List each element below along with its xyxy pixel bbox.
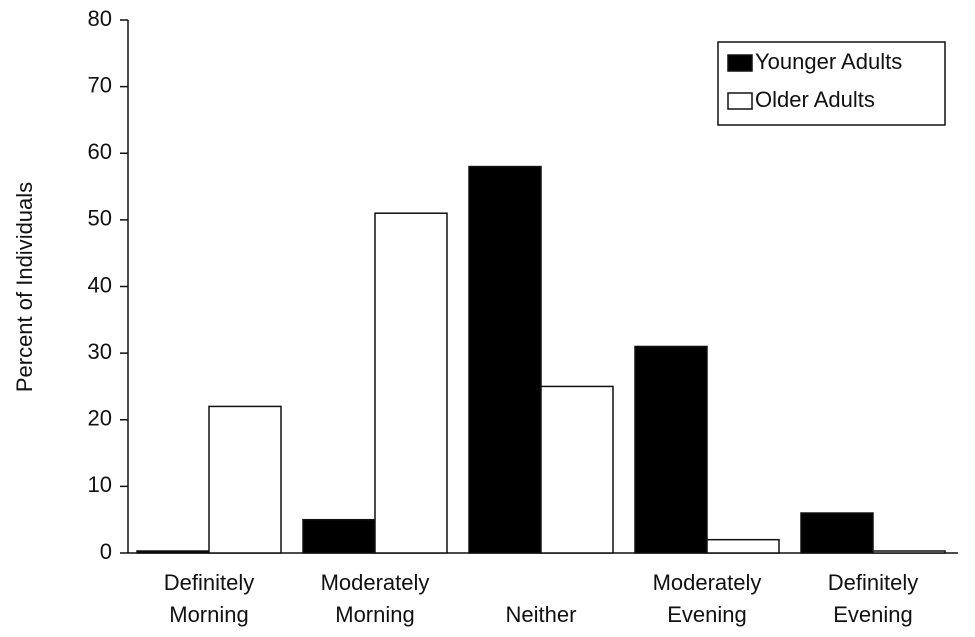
x-tick-label: Morning — [335, 602, 414, 627]
y-tick-label: 0 — [100, 539, 112, 564]
legend-swatch — [727, 54, 753, 72]
bar — [374, 212, 448, 554]
x-tick-label: Moderately — [653, 570, 762, 595]
y-tick-label: 60 — [88, 139, 112, 164]
x-tick-label: Evening — [667, 602, 747, 627]
bar — [208, 405, 282, 554]
y-axis-label: Percent of Individuals — [12, 182, 37, 392]
bar — [872, 550, 946, 554]
x-tick-label: Morning — [169, 602, 248, 627]
x-tick-label: Evening — [833, 602, 913, 627]
bar — [136, 550, 210, 554]
bar — [468, 165, 542, 554]
legend-box — [717, 41, 946, 126]
y-tick-label: 20 — [88, 406, 112, 431]
x-tick-label: Moderately — [321, 570, 430, 595]
legend-label: Younger Adults — [755, 49, 902, 74]
bar — [800, 512, 874, 554]
y-tick-label: 50 — [88, 206, 112, 231]
bar — [540, 385, 614, 554]
legend-swatch — [727, 92, 753, 110]
x-tick-label: Definitely — [828, 570, 918, 595]
y-tick-label: 40 — [88, 272, 112, 297]
x-tick-label: Neither — [506, 602, 577, 627]
bar — [634, 345, 708, 554]
y-tick-label: 80 — [88, 6, 112, 31]
bar — [302, 518, 376, 554]
y-tick-label: 70 — [88, 72, 112, 97]
y-tick-label: 30 — [88, 339, 112, 364]
y-tick-label: 10 — [88, 472, 112, 497]
legend-label: Older Adults — [755, 87, 875, 112]
x-tick-label: Definitely — [164, 570, 254, 595]
bar — [706, 538, 780, 554]
